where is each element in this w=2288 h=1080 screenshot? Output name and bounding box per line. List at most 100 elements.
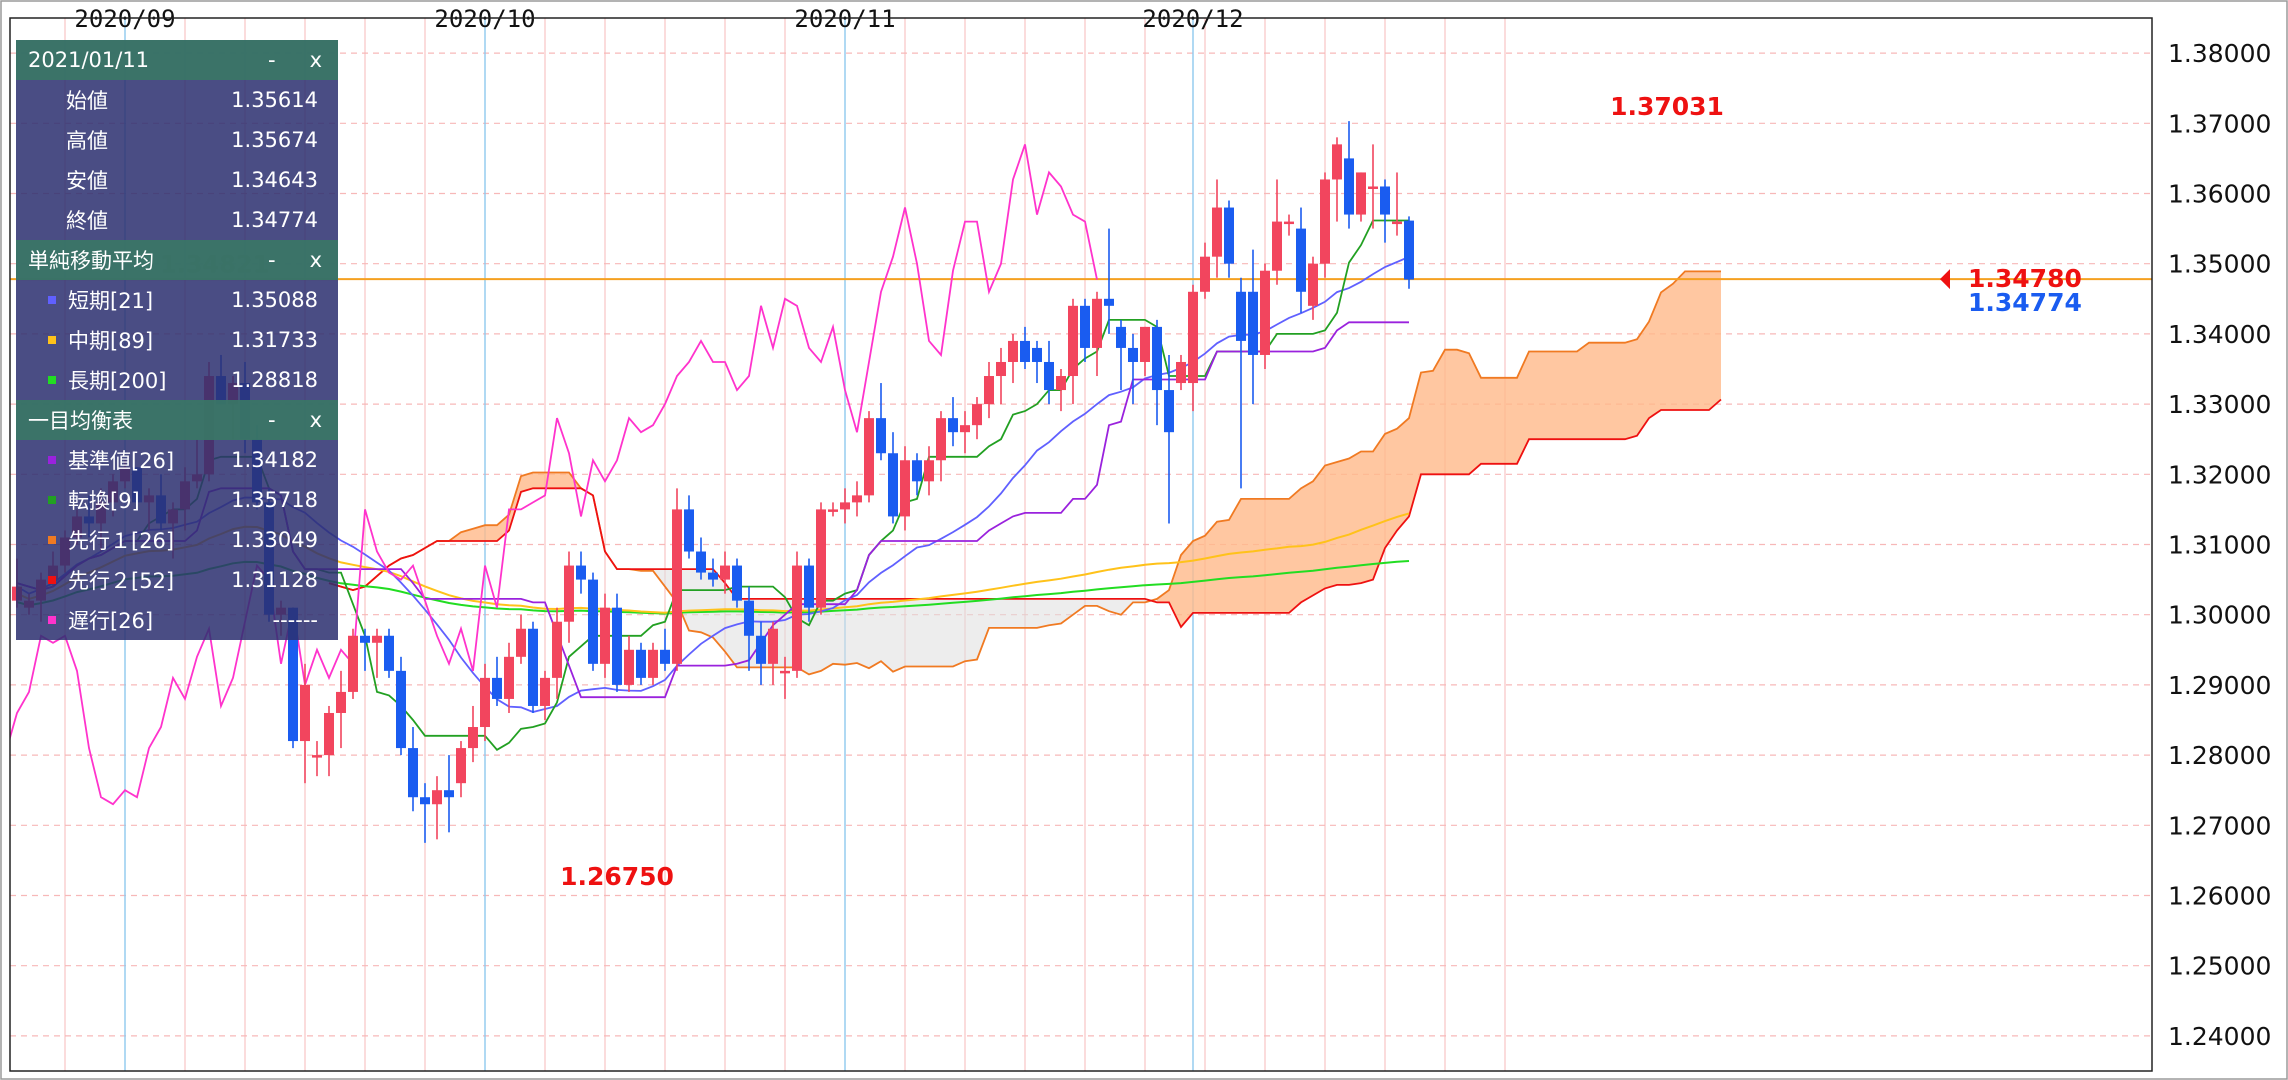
candle-body [1080,305,1090,348]
ohlc-minimize-button[interactable]: - [267,48,276,72]
candle-body [540,677,550,706]
y-tick-label: 1.36000 [2168,180,2271,209]
cloud-segment [1457,349,1469,475]
candle-body [744,600,754,636]
ichimoku-close-button[interactable]: x [309,408,322,432]
candle-body [1260,270,1270,355]
candle-body [408,748,418,798]
candle-up [624,635,634,692]
last-close-label: 1.34774 [1968,288,2082,317]
candle-up [1368,144,1378,229]
candle-down [888,432,898,524]
ichimoku-row-chikou: 遅行[26] ------ [16,600,338,640]
candle-down [396,656,406,756]
candle-body [600,607,610,664]
candle-up [768,621,778,685]
cloud-segment [1637,321,1649,436]
candle-body [636,649,646,678]
cloud-segment [893,598,905,672]
cloud-segment [833,598,845,665]
candle-body [1212,207,1222,257]
y-tick-label: 1.35000 [2168,250,2271,279]
candle-down [1296,207,1306,313]
candle-body [1332,144,1342,180]
indicator-label: 遅行[26] [68,609,154,633]
candle-body [456,748,466,784]
y-tick-label: 1.31000 [2168,531,2271,560]
senkou1-line [328,270,1721,676]
candle-down [1404,216,1414,289]
ichimoku-minimize-button[interactable]: - [267,408,276,432]
indicator-value: 1.34182 [231,448,318,472]
ohlc-row-low: 安値 1.34643 [16,160,338,200]
cloud-segment [1469,353,1481,475]
month-label: 2020/09 [74,5,175,33]
y-tick-label: 1.34000 [2168,320,2271,349]
candle-up [504,642,514,713]
candle-body [1404,220,1414,280]
cloud-segment [1529,351,1541,440]
ohlc-label: 高値 [66,129,108,153]
candle-down [420,783,430,843]
sma-row-short: 短期[21] 1.35088 [16,280,338,320]
chikou-line [10,144,1098,806]
candle-up [1284,214,1294,236]
candle-up [816,502,826,615]
high-annotation: 1.37031 [1610,92,1724,121]
ichimoku-row-tenkan: 転換[9] 1.35718 [16,480,338,520]
cloud-segment [1073,598,1085,615]
candle-body [888,453,898,517]
y-tick-label: 1.30000 [2168,601,2271,630]
info-panel: 2021/01/11 - x 始値 1.35614 高値 1.35674 安値 1.3… [16,40,338,640]
candle-body [576,565,586,580]
candle-body [1248,291,1258,355]
cloud-segment [1289,488,1301,613]
candle-up [984,361,994,419]
indicator-value: ------ [272,608,318,632]
candle-body [924,460,934,482]
cloud-segment [497,514,509,541]
candle-body [1164,390,1174,433]
sma-close-button[interactable]: x [309,248,322,272]
candle-body [1224,207,1234,264]
y-tick-label: 1.26000 [2168,882,2271,911]
candle-down [1380,179,1390,243]
cloud-segment [485,525,497,541]
cloud-segment [1313,465,1325,596]
candle-body [684,509,694,552]
legend-marker [48,456,56,464]
candle-down [1116,319,1126,391]
candle-up [1332,137,1342,222]
candle-body [852,495,862,503]
sma-minimize-button[interactable]: - [267,248,276,272]
indicator-label: 先行２[52] [68,569,175,593]
cloud-segment [1685,271,1697,411]
indicator-label: 長期[200] [68,369,167,393]
candle-body [768,628,778,664]
y-tick-label: 1.28000 [2168,741,2271,770]
candle-down [804,558,814,622]
candle-body [876,418,886,454]
candle-down [1032,340,1042,384]
candle-up [516,614,526,664]
candle-body [1284,221,1294,225]
candle-body [1044,361,1054,391]
y-tick-label: 1.33000 [2168,390,2271,419]
candle-up [792,551,802,678]
candle-body [444,790,454,798]
cloud-segment [905,598,917,667]
legend-marker [48,296,56,304]
ohlc-value: 1.34643 [231,168,318,192]
ohlc-value: 1.35614 [231,88,318,112]
ohlc-close-button[interactable]: x [309,48,322,72]
candle-up [1320,172,1330,278]
cloud-segment [965,598,977,662]
candle-down [660,628,670,671]
candle-down [1224,200,1234,278]
candle-body [1236,291,1246,341]
plot-frame [9,17,2153,1072]
cloud-segment [1277,498,1289,613]
month-label: 2020/10 [434,5,535,33]
candle-down [1248,249,1258,405]
